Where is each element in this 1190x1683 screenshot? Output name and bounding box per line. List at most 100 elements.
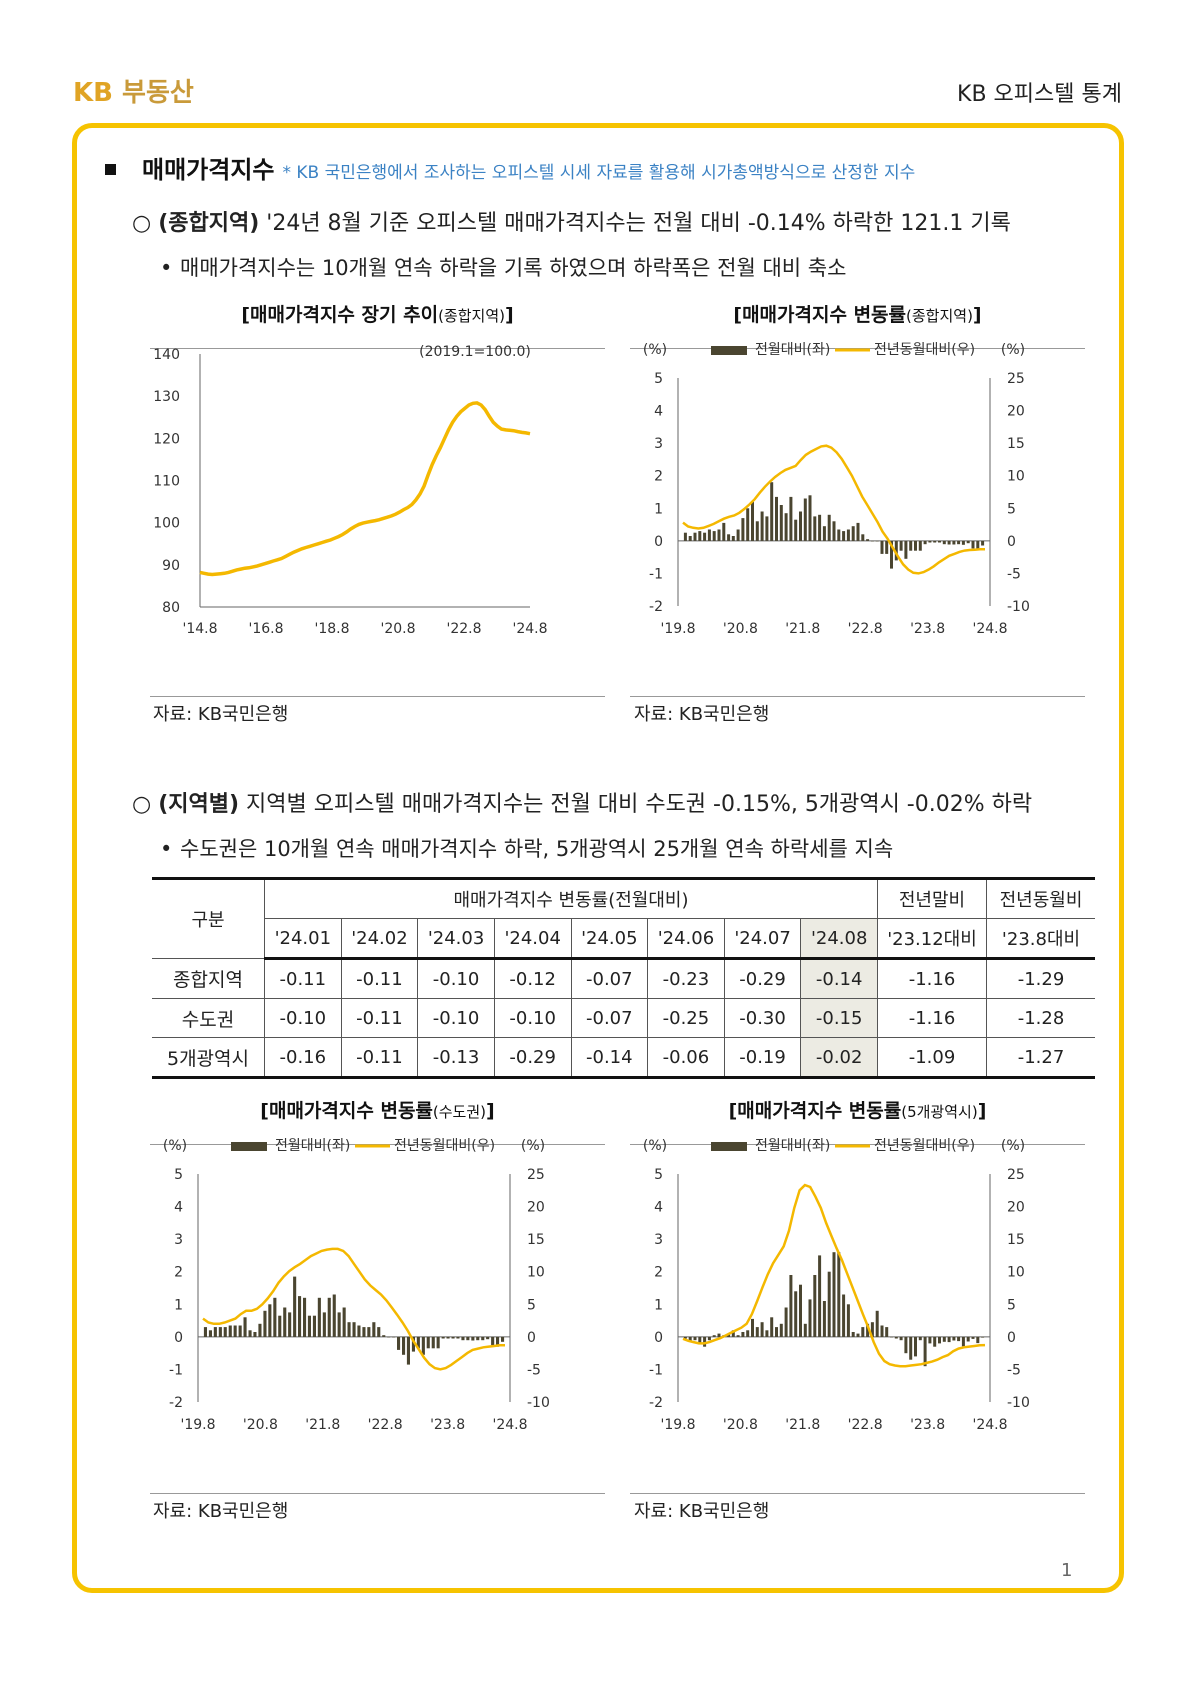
right-tick-label: 0 xyxy=(1007,534,1016,550)
table-group-header: 매매가격지수 변동률(전월대비) xyxy=(264,877,878,919)
mom-bar xyxy=(837,1252,841,1337)
left-tick-label: 5 xyxy=(654,1167,663,1183)
mom-bar xyxy=(451,1336,455,1339)
yoy-line xyxy=(682,1183,986,1368)
chart3-source: 자료: KB국민은행 xyxy=(153,1501,289,1522)
left-tick-label: -1 xyxy=(169,1362,183,1378)
left-tick-label: 1 xyxy=(654,501,663,517)
x-tick-label: '24.8 xyxy=(972,621,1007,637)
x-tick-label: '24.8 xyxy=(512,621,547,637)
mom-bar xyxy=(875,540,879,542)
table-cell: -0.19 xyxy=(723,1037,802,1079)
left-tick-label: 2 xyxy=(174,1265,183,1281)
para2-text: 지역별 오피스텔 매매가격지수는 전월 대비 수도권 -0.15%, 5개광역시… xyxy=(239,792,1033,817)
mom-bar xyxy=(813,1275,817,1337)
table-cell: -1.29 xyxy=(986,958,1095,999)
mom-bar xyxy=(298,1296,302,1337)
table-row: 수도권 -0.10 -0.11 -0.10 -0.10 -0.07 -0.25 -0.30 -0… xyxy=(152,998,1095,1038)
table-compare-header: '23.8대비 xyxy=(986,918,1095,960)
x-tick-label: '22.8 xyxy=(446,621,481,637)
chart3-title-close: ] xyxy=(486,1100,495,1122)
chart4-title-main: [매매가격지수 변동률 xyxy=(728,1100,902,1122)
left-tick-label: 4 xyxy=(654,1200,663,1216)
mom-bar xyxy=(342,1307,346,1337)
table-cell: -0.29 xyxy=(493,1037,572,1079)
mom-bar xyxy=(293,1276,297,1337)
mom-bar xyxy=(981,540,985,546)
chart2-title-sub: (종합지역) xyxy=(906,307,973,325)
x-tick-label: '23.8 xyxy=(430,1417,465,1433)
para2-bold: (지역별) xyxy=(158,792,240,817)
x-tick-label: '22.8 xyxy=(848,1417,883,1433)
chart3-bottom-rule xyxy=(150,1493,605,1494)
right-tick-label: 5 xyxy=(1007,1297,1016,1313)
chart2-title-main: [매매가격지수 변동률 xyxy=(733,304,907,326)
mom-bar xyxy=(923,1336,927,1367)
mom-bar xyxy=(808,1299,812,1337)
right-tick-label: 25 xyxy=(1007,1167,1025,1183)
x-tick-label: '14.8 xyxy=(182,621,217,637)
left-tick-label: 3 xyxy=(654,436,663,452)
para2-bullet-text: 수도권은 10개월 연속 매매가격지수 하락, 5개광역시 25개월 연속 하락… xyxy=(180,837,894,861)
chart1-source: 자료: KB국민은행 xyxy=(153,704,289,725)
mom-bar xyxy=(243,1317,247,1337)
mom-bar xyxy=(722,522,726,541)
mom-bar xyxy=(885,1327,889,1337)
mom-bar xyxy=(456,1336,460,1339)
mom-bar xyxy=(253,1332,257,1337)
left-unit-label: (%) xyxy=(643,342,667,358)
mom-bar xyxy=(755,521,759,541)
left-tick-label: 2 xyxy=(654,469,663,485)
mom-bar xyxy=(693,532,697,541)
kb-logo: KB 부동산 xyxy=(73,72,194,109)
mom-bar xyxy=(372,1322,376,1337)
mom-bar xyxy=(899,1336,903,1341)
y-tick-label: 120 xyxy=(153,431,180,447)
mom-bar xyxy=(688,536,692,541)
x-tick-label: '20.8 xyxy=(723,1417,758,1433)
table-cell: -0.11 xyxy=(264,958,342,999)
table-month-row: '24.01'24.02'24.03'24.04'24.05'24.06'24.… xyxy=(152,918,1095,960)
mom-bar xyxy=(775,1327,778,1337)
mom-bar xyxy=(827,514,831,541)
table-cell: -0.07 xyxy=(570,958,649,999)
para1-bullet-text: 매매가격지수는 10개월 연속 하락을 기록 하였으며 하락폭은 전월 대비 축… xyxy=(180,256,847,280)
mom-bar xyxy=(693,1336,697,1341)
mom-bar xyxy=(866,539,870,541)
mom-bar xyxy=(952,540,956,545)
mom-bar xyxy=(712,1335,716,1337)
mom-bar xyxy=(880,540,884,554)
mom-bar xyxy=(842,531,846,541)
mom-bar xyxy=(486,1336,490,1340)
mom-bar xyxy=(822,1301,826,1337)
section-note: * KB 국민은행에서 조사하는 오피스텔 시세 자료를 활용해 시가총액방식으… xyxy=(282,163,916,183)
mom-bar xyxy=(870,1322,874,1337)
table-cell: -0.11 xyxy=(340,1037,419,1079)
mom-bar xyxy=(909,1336,913,1360)
table-month-header: '24.02 xyxy=(340,918,419,960)
mom-bar xyxy=(501,1336,505,1342)
mom-bar xyxy=(794,1291,798,1337)
x-tick-label: '19.8 xyxy=(180,1417,215,1433)
left-tick-label: 3 xyxy=(654,1232,663,1248)
x-tick-label: '19.8 xyxy=(660,621,695,637)
legend-bar-label: 전월대비(좌) xyxy=(755,1138,830,1154)
legend-line-label: 전년동월대비(우) xyxy=(874,342,975,358)
mom-bar xyxy=(233,1325,237,1337)
mom-bar xyxy=(918,1336,922,1341)
right-tick-label: 20 xyxy=(1007,404,1025,420)
logo-kb: KB xyxy=(73,78,113,108)
left-tick-label: 0 xyxy=(654,534,663,550)
mom-bar xyxy=(312,1315,316,1337)
mom-bar xyxy=(765,1330,769,1337)
mom-bar xyxy=(933,1336,937,1347)
mom-bar xyxy=(775,496,778,541)
mom-bar xyxy=(406,1336,410,1365)
chart4-title-sub: (5개광역시) xyxy=(901,1103,978,1121)
x-tick-label: '21.8 xyxy=(785,1417,820,1433)
table-row: 5개광역시 -0.16 -0.11 -0.13 -0.29 -0.14 -0.06 -0.19… xyxy=(152,1037,1095,1079)
legend-line-label: 전년동월대비(우) xyxy=(394,1138,495,1154)
mom-bar xyxy=(961,1336,965,1347)
x-tick-label: '18.8 xyxy=(314,621,349,637)
circle-marker-icon: ○ xyxy=(132,211,152,236)
